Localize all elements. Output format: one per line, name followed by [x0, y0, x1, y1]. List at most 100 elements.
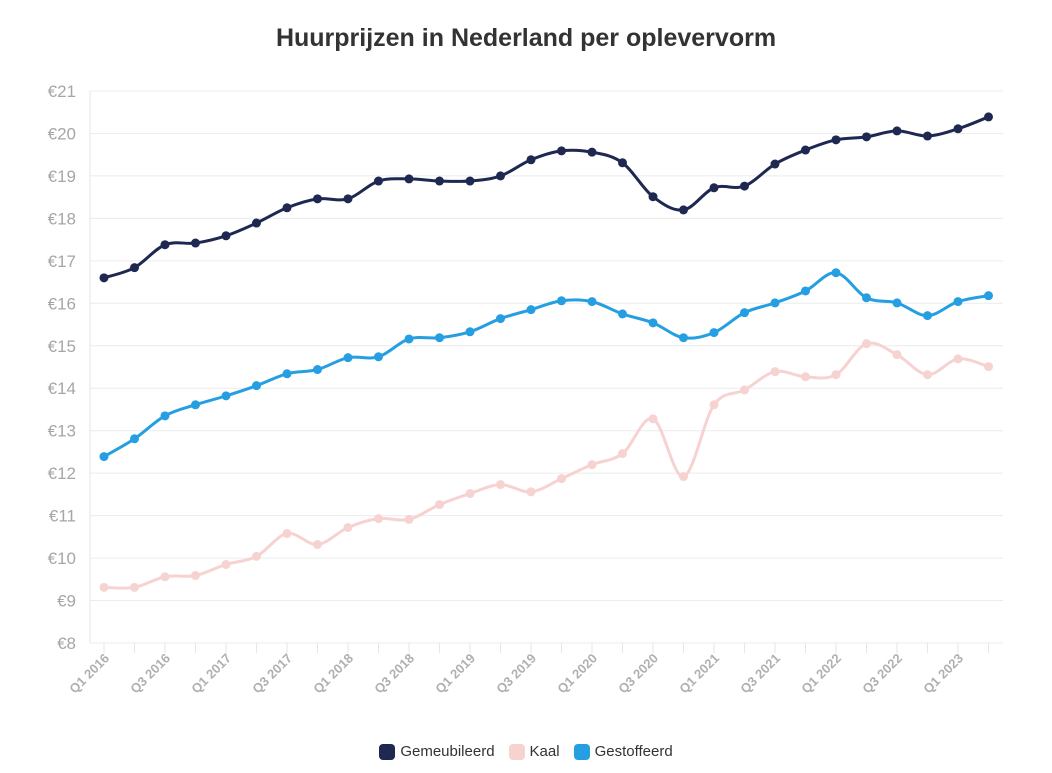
x-tick-label: Q1 2017: [188, 651, 234, 697]
x-tick-label: Q3 2020: [615, 651, 661, 697]
data-point: [709, 400, 719, 410]
data-point: [801, 145, 810, 155]
y-tick-label: €14: [48, 379, 76, 398]
data-point: [862, 339, 871, 349]
y-tick-label: €20: [48, 124, 76, 143]
legend-item[interactable]: Kaal: [508, 743, 560, 760]
y-tick-label: €12: [48, 464, 76, 483]
data-point: [587, 460, 597, 470]
x-tick-label: Q1 2023: [920, 651, 966, 697]
data-point: [557, 296, 566, 306]
data-point: [557, 474, 566, 484]
legend-swatch: [379, 743, 396, 760]
y-tick-label: €9: [57, 592, 76, 611]
y-tick-label: €21: [48, 82, 76, 101]
x-tick-label: Q3 2019: [493, 651, 539, 697]
data-point: [984, 291, 993, 301]
data-point: [923, 370, 932, 380]
data-point: [984, 112, 993, 122]
x-tick-label: Q1 2018: [310, 651, 356, 697]
data-point: [282, 369, 292, 379]
data-point: [709, 183, 719, 193]
data-point: [679, 205, 688, 215]
data-point: [801, 372, 810, 382]
data-point: [984, 362, 993, 372]
data-point: [465, 176, 475, 186]
data-point: [770, 367, 780, 377]
data-point: [892, 126, 902, 136]
x-tick-label: Q1 2019: [432, 651, 478, 697]
data-point: [435, 176, 444, 186]
data-point: [160, 411, 170, 421]
data-point: [526, 155, 536, 165]
y-tick-label: €18: [48, 209, 76, 228]
data-point: [465, 327, 475, 337]
data-point: [618, 309, 627, 319]
data-point: [587, 147, 597, 157]
data-point: [923, 131, 932, 141]
x-tick-label: Q1 2020: [554, 651, 600, 697]
data-point: [953, 354, 963, 364]
data-point: [99, 273, 109, 283]
data-point: [221, 391, 231, 401]
x-tick-label: Q3 2017: [249, 651, 295, 697]
y-tick-label: €13: [48, 422, 76, 441]
data-point: [252, 381, 261, 391]
data-point: [221, 559, 231, 569]
data-point: [862, 293, 871, 303]
x-tick-label: Q3 2018: [371, 651, 417, 697]
data-point: [435, 500, 444, 510]
series-line-gestoffeerd: [103, 271, 989, 458]
y-tick-label: €8: [57, 634, 76, 653]
legend-label: Kaal: [529, 743, 560, 760]
y-tick-label: €17: [48, 252, 76, 271]
data-point: [191, 238, 200, 248]
data-point: [923, 311, 932, 321]
data-point: [618, 158, 627, 168]
data-point: [557, 146, 566, 156]
series-line-kaal: [103, 341, 989, 590]
data-point: [404, 514, 414, 524]
data-point: [404, 174, 414, 184]
data-point: [892, 350, 902, 360]
data-point: [343, 353, 353, 363]
data-point: [221, 231, 231, 241]
data-point: [831, 135, 841, 145]
data-point: [404, 334, 414, 344]
x-tick-label: Q1 2022: [798, 651, 844, 697]
x-tick-label: Q1 2016: [66, 651, 112, 697]
data-point: [130, 582, 139, 592]
data-point: [130, 263, 139, 273]
data-point: [679, 472, 688, 482]
data-point: [648, 192, 658, 202]
data-point: [374, 176, 383, 186]
y-tick-label: €16: [48, 294, 76, 313]
data-point: [160, 572, 170, 582]
data-point: [282, 528, 292, 538]
data-point: [252, 551, 261, 561]
data-point: [99, 452, 109, 462]
x-tick-label: Q3 2016: [127, 651, 173, 697]
data-point: [282, 203, 292, 213]
data-point: [313, 194, 322, 204]
data-point: [313, 365, 322, 375]
y-tick-label: €15: [48, 337, 76, 356]
y-tick-label: €11: [49, 507, 76, 526]
data-point: [831, 370, 841, 380]
legend: Gemeubileerd Kaal Gestoffeerd: [0, 743, 1052, 760]
legend-item[interactable]: Gestoffeerd: [573, 743, 673, 760]
data-point: [953, 124, 963, 134]
chart-title: Huurprijzen in Nederland per oplevervorm: [275, 24, 777, 52]
data-point: [465, 489, 475, 499]
data-point: [740, 385, 749, 395]
data-point: [496, 480, 505, 490]
legend-swatch: [573, 743, 590, 760]
legend-label: Gestoffeerd: [594, 743, 673, 760]
data-point: [99, 582, 109, 592]
data-point: [648, 318, 658, 328]
data-point: [374, 514, 383, 524]
data-point: [160, 240, 170, 250]
legend-item[interactable]: Gemeubileerd: [379, 743, 495, 760]
data-point: [435, 333, 444, 343]
